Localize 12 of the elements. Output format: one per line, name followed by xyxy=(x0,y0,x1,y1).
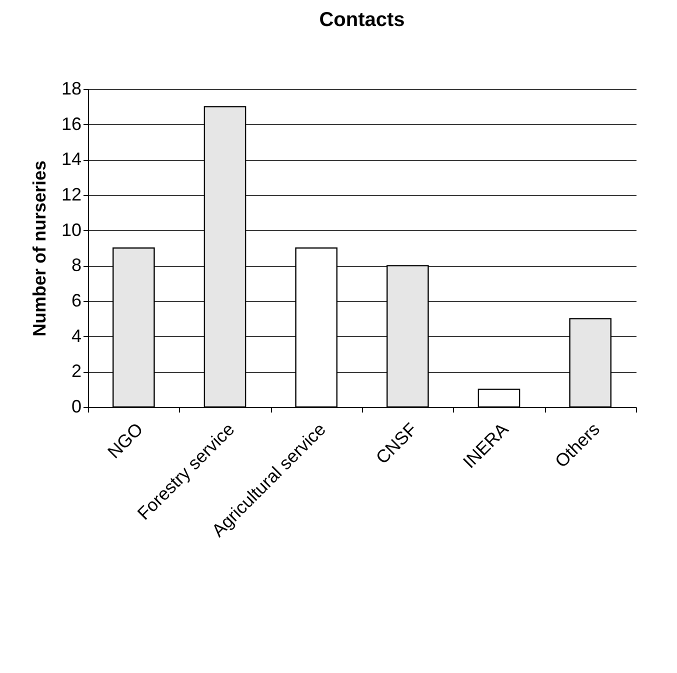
y-tick-label: 18 xyxy=(61,78,82,98)
y-tick-label: 6 xyxy=(71,290,82,310)
y-tick-label: 4 xyxy=(71,326,82,346)
y-tick-label: 0 xyxy=(71,396,82,416)
y-tick-label: 16 xyxy=(61,114,82,134)
y-tick-label: 2 xyxy=(71,361,82,382)
chart-title: Contacts xyxy=(319,9,405,31)
y-tick-label: 12 xyxy=(61,184,82,204)
y-tick-label: 8 xyxy=(71,255,82,276)
y-axis-title: Number of nurseries xyxy=(29,160,50,337)
y-tick-label: 10 xyxy=(61,220,82,240)
y-tick-label: 14 xyxy=(61,149,82,170)
